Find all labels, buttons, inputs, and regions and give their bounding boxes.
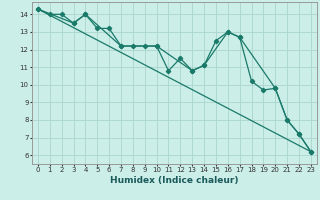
X-axis label: Humidex (Indice chaleur): Humidex (Indice chaleur): [110, 176, 239, 185]
